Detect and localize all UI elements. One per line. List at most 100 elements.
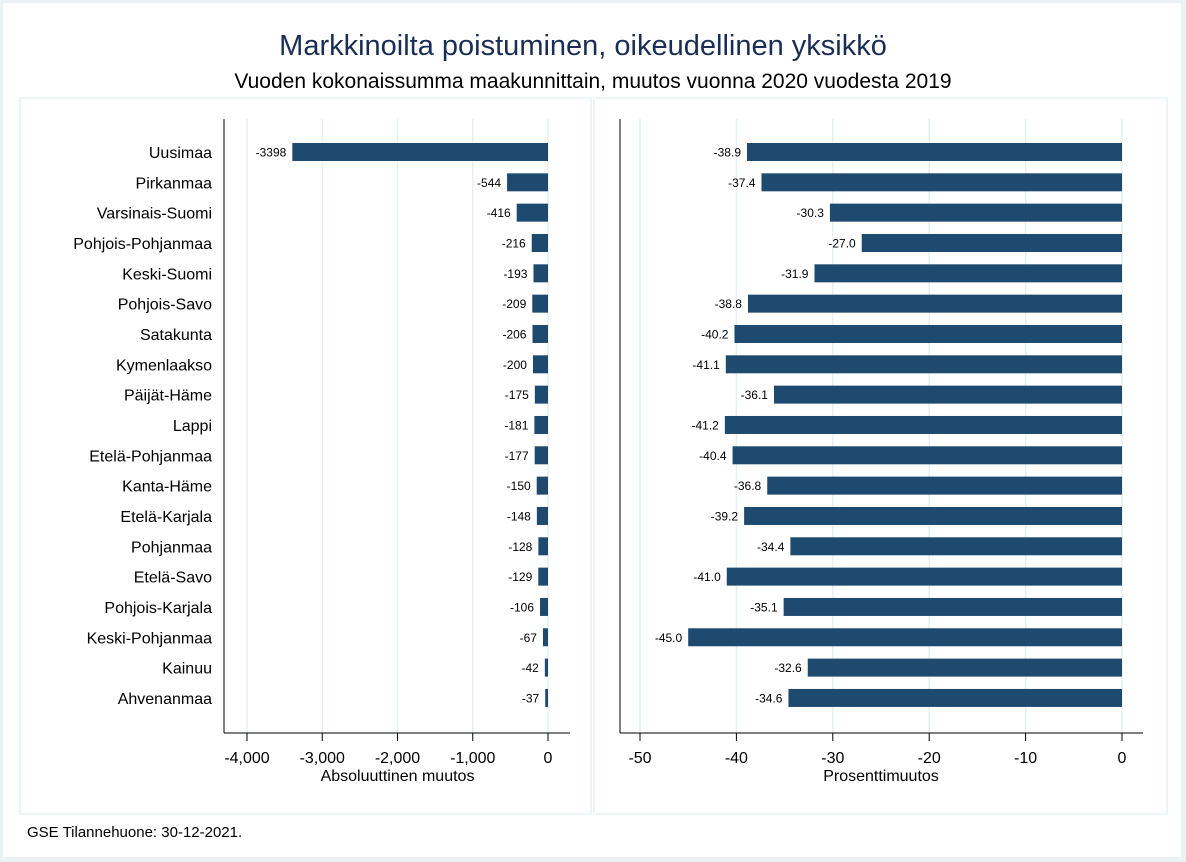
right-tick-label: 0 — [1118, 750, 1127, 767]
left-value-label: -193 — [503, 267, 527, 281]
left-tick-label: -3,000 — [300, 750, 345, 767]
left-value-label: -37 — [522, 691, 540, 705]
left-value-label: -200 — [503, 358, 527, 372]
right-tick-label: -40 — [725, 750, 748, 767]
right-tick-label: -20 — [918, 750, 941, 767]
category-label: Etelä-Savo — [134, 570, 212, 587]
left-value-label: -106 — [510, 600, 534, 614]
left-tick-label: -4,000 — [224, 750, 269, 767]
right-tick-label: -30 — [821, 750, 844, 767]
right-value-label: -31.9 — [781, 267, 809, 281]
left-value-label: -181 — [504, 418, 528, 432]
chart-title: Markkinoilta poistuminen, oikeudellinen … — [279, 30, 887, 62]
right-value-label: -39.2 — [711, 509, 739, 523]
right-bar — [747, 143, 1122, 161]
right-bar — [807, 658, 1122, 677]
left-value-label: -128 — [508, 540, 532, 554]
right-bar — [814, 264, 1122, 283]
left-plot-area: -3398 -544 -416 -216 -193 -209 -206 -200 -175 -18… — [223, 119, 570, 785]
right-value-label: -38.8 — [715, 297, 743, 311]
left-tick-label: -2,000 — [375, 750, 420, 767]
left-value-label: -544 — [477, 176, 501, 190]
right-value-label: -36.8 — [734, 479, 762, 493]
left-bar — [532, 324, 548, 343]
category-label: Etelä-Pohjanmaa — [89, 448, 212, 465]
left-bar — [532, 355, 548, 374]
left-value-label: -129 — [508, 570, 532, 584]
left-bar — [516, 203, 548, 222]
right-bar — [767, 476, 1122, 495]
left-tick-label: 0 — [544, 750, 553, 767]
right-plot-area: -38.9 -37.4 -30.3 -27.0 -31.9 -38.8 -40.2 -41.1… — [619, 119, 1143, 785]
category-label: Pohjanmaa — [131, 539, 212, 556]
category-label: Varsinais-Suomi — [97, 206, 212, 223]
left-bar — [534, 446, 548, 465]
chart-svg: Markkinoilta poistuminen, oikeudellinen … — [19, 30, 1168, 841]
left-bar — [544, 658, 548, 677]
left-value-label: -67 — [520, 631, 538, 645]
right-value-label: -41.2 — [691, 418, 719, 432]
category-labels: Uusimaa Pirkanmaa Varsinais-Suomi Pohjois-P… — [73, 145, 212, 708]
category-label: Pohjois-Karjala — [104, 600, 212, 617]
right-value-label: -36.1 — [741, 388, 769, 402]
right-bar — [761, 173, 1122, 192]
right-value-label: -41.0 — [693, 570, 721, 584]
right-value-label: -30.3 — [797, 206, 825, 220]
chart-frame: Markkinoilta poistuminen, oikeudellinen … — [3, 3, 1181, 857]
left-bar — [531, 233, 548, 252]
left-bar — [545, 688, 548, 707]
left-axis-title: Absoluuttinen muutos — [321, 768, 475, 785]
category-label: Pohjois-Pohjanmaa — [73, 236, 212, 253]
right-bar — [732, 446, 1122, 465]
left-value-label: -416 — [487, 206, 511, 220]
right-axis-title: Prosenttimuutos — [823, 768, 939, 785]
right-bar — [783, 597, 1122, 616]
category-label: Keski-Suomi — [122, 266, 212, 283]
left-value-label: -177 — [505, 449, 529, 463]
right-bar — [829, 203, 1122, 222]
right-value-label: -34.6 — [755, 691, 783, 705]
chart-subtitle: Vuoden kokonaissumma maakunnittain, muut… — [234, 70, 951, 93]
right-value-label: -34.4 — [757, 540, 785, 554]
left-panel — [19, 97, 592, 815]
left-tick-label: -1,000 — [450, 750, 495, 767]
right-bar — [788, 688, 1122, 707]
right-value-label: -45.0 — [655, 631, 683, 645]
left-bar — [536, 476, 548, 495]
left-bar — [533, 264, 548, 283]
right-value-label: -37.4 — [728, 176, 756, 190]
left-bar — [536, 506, 548, 525]
left-value-label: -216 — [502, 236, 526, 250]
left-bar — [532, 294, 548, 313]
right-bar — [688, 628, 1122, 647]
right-value-label: -41.1 — [692, 358, 720, 372]
left-value-label: -3398 — [256, 146, 287, 160]
right-bar — [726, 567, 1122, 586]
category-label: Uusimaa — [149, 145, 212, 162]
category-label: Ahvenanmaa — [118, 691, 212, 708]
right-value-label: -40.4 — [699, 449, 727, 463]
right-value-label: -27.0 — [828, 236, 856, 250]
category-label: Pohjois-Savo — [118, 297, 212, 314]
right-value-label: -32.6 — [774, 661, 802, 675]
category-label: Satakunta — [140, 327, 212, 344]
category-label: Lappi — [173, 418, 212, 435]
category-label: Etelä-Karjala — [120, 509, 212, 526]
right-bar — [790, 537, 1122, 556]
right-bar — [861, 233, 1122, 252]
category-label: Kainuu — [162, 661, 212, 678]
right-bar — [773, 385, 1122, 404]
left-value-label: -148 — [507, 509, 531, 523]
right-tick-label: -10 — [1014, 750, 1037, 767]
right-tick-label: -50 — [628, 750, 651, 767]
right-bar — [725, 355, 1122, 374]
left-value-label: -209 — [502, 297, 526, 311]
left-bar — [507, 173, 548, 192]
left-bar — [542, 628, 548, 647]
category-label: Päijät-Häme — [124, 388, 212, 405]
left-bar — [538, 537, 548, 556]
category-label: Keski-Pohjanmaa — [87, 630, 213, 647]
right-bar — [744, 506, 1122, 525]
left-bar — [538, 567, 548, 586]
left-value-label: -150 — [507, 479, 531, 493]
